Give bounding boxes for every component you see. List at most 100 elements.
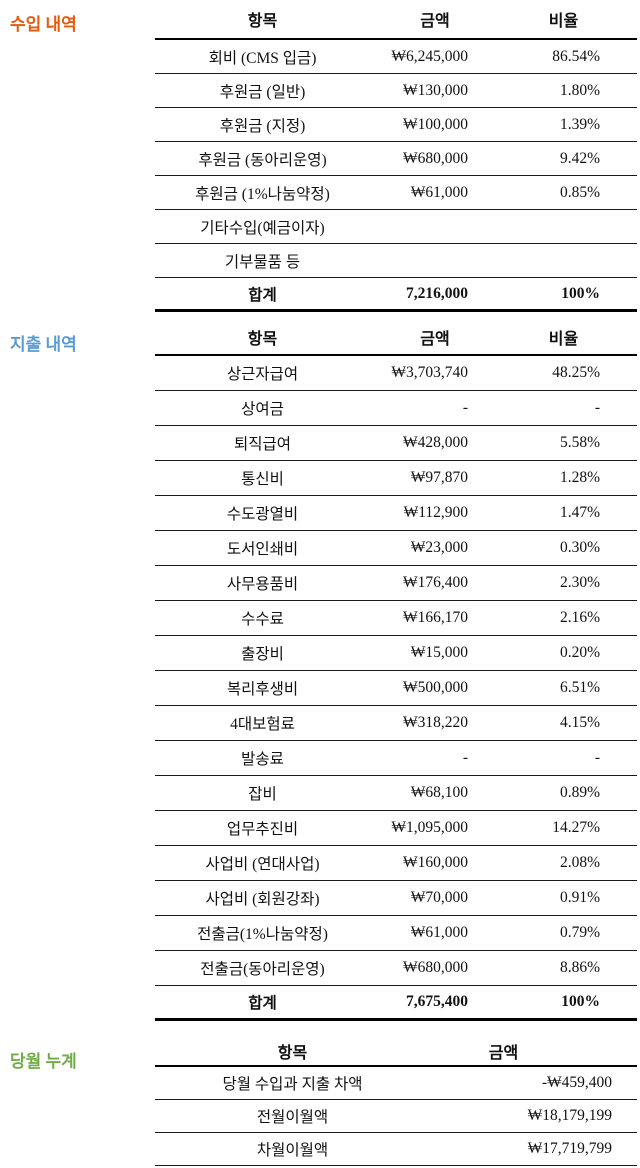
cell-ratio: 5.58% — [559, 434, 600, 451]
cell-item: 전출금(동아리운영) — [200, 961, 325, 978]
cell-amount: 7,675,400 — [406, 993, 468, 1010]
cell-item: 복리후생비 — [226, 681, 299, 698]
cell-ratio: 0.30% — [559, 539, 600, 556]
table-row: 4대보험료 ₩318,220 4.15% — [155, 706, 637, 741]
cell-ratio: 0.79% — [559, 924, 600, 941]
cell-item: 합계 — [248, 995, 277, 1012]
cell-ratio: 6.51% — [559, 679, 600, 696]
cell-item: 후원금 (1%나눔약정) — [195, 185, 330, 203]
cell-item: 기타수입(예금이자) — [200, 219, 325, 237]
table-row: 출장비 ₩15,000 0.20% — [155, 636, 637, 671]
cell-item: 퇴직급여 — [233, 436, 292, 453]
table-row: 사업비 (연대사업) ₩160,000 2.08% — [155, 846, 637, 881]
cell-item: 후원금 (지정) — [219, 117, 306, 135]
cell-amount: ₩18,179,199 — [527, 1107, 612, 1124]
table-row: 후원금 (1%나눔약정) ₩61,000 0.85% — [155, 176, 637, 210]
cell-item: 업무추진비 — [226, 821, 299, 838]
cell-amount: ₩61,000 — [410, 183, 468, 201]
table-row: 발송료 - - — [155, 741, 637, 776]
cell-item: 사업비 (회원강좌) — [205, 891, 320, 908]
cell-amount: ₩100,000 — [402, 115, 468, 133]
table-row: 상근자급여 ₩3,703,740 48.25% — [155, 356, 637, 391]
cell-amount: ₩17,719,799 — [527, 1140, 612, 1157]
column-header-amount: 금액 — [420, 331, 450, 348]
column-header-item: 항목 — [277, 1045, 308, 1062]
table-header-row: 항목 금액 비율 — [155, 0, 637, 40]
cell-ratio: 100% — [561, 284, 600, 302]
column-header-ratio: 비율 — [548, 13, 579, 30]
cell-item: 잡비 — [248, 786, 277, 803]
cell-ratio: 1.47% — [559, 504, 600, 521]
table-row: 기타수입(예금이자) — [155, 210, 637, 244]
cell-ratio: 8.86% — [559, 959, 600, 976]
cell-amount: -₩459,400 — [541, 1074, 612, 1091]
cell-amount: ₩3,703,740 — [391, 364, 468, 381]
cell-amount: ₩680,000 — [402, 959, 468, 976]
column-header-item: 항목 — [247, 13, 278, 30]
cell-item: 회비 (CMS 입금) — [208, 49, 317, 67]
cell-item: 후원금 (일반) — [219, 83, 306, 101]
cell-ratio: - — [594, 749, 600, 766]
cell-amount: 7,216,000 — [406, 284, 468, 302]
cell-item: 출장비 — [241, 646, 284, 663]
cell-amount: ₩680,000 — [402, 149, 468, 167]
cell-item: 전출금(1%나눔약정) — [197, 926, 328, 943]
table-row: 차월이월액 ₩17,719,799 — [155, 1133, 637, 1166]
table-header-row: 항목 금액 — [155, 1037, 637, 1067]
cell-item: 통신비 — [241, 471, 284, 488]
table-row: 복리후생비 ₩500,000 6.51% — [155, 671, 637, 706]
column-header-item: 항목 — [247, 331, 278, 348]
cell-item: 수도광열비 — [226, 506, 299, 523]
cell-amount: ₩15,000 — [410, 644, 468, 661]
section-label-summary: 당월 누계 — [10, 1052, 77, 1071]
cell-amount: ₩112,900 — [403, 504, 468, 521]
table-row: 통신비 ₩97,870 1.28% — [155, 461, 637, 496]
cell-item: 상근자급여 — [226, 366, 299, 383]
column-header-amount: 금액 — [420, 13, 450, 30]
cell-item: 합계 — [248, 286, 277, 304]
cell-amount: ₩1,095,000 — [391, 819, 468, 836]
cell-amount: ₩61,000 — [410, 924, 468, 941]
table-row: 당월 수입과 지출 차액 -₩459,400 — [155, 1067, 637, 1100]
cell-item: 사무용품비 — [226, 576, 299, 593]
table-row: 수수료 ₩166,170 2.16% — [155, 601, 637, 636]
cell-ratio: 14.27% — [552, 819, 600, 836]
table-row: 사무용품비 ₩176,400 2.30% — [155, 566, 637, 601]
section-table-income: 항목 금액 비율 회비 (CMS 입금) ₩6,245,000 86.54% 후원금 (일반… — [155, 0, 637, 312]
table-row: 전출금(1%나눔약정) ₩61,000 0.79% — [155, 916, 637, 951]
table-row: 전월이월액 ₩18,179,199 — [155, 1100, 637, 1133]
total-row: 합계 7,675,400 100% — [155, 986, 637, 1021]
cell-item: 후원금 (동아리운영) — [198, 151, 327, 169]
cell-ratio: 0.20% — [559, 644, 600, 661]
cell-item: 기부물품 등 — [224, 253, 301, 271]
cell-item: 사업비 (연대사업) — [205, 856, 320, 873]
column-header-amount: 금액 — [488, 1045, 519, 1062]
cell-ratio: 2.08% — [559, 854, 600, 871]
section-expense: 지출 내역 항목 금액 비율 상근자급여 ₩3,703,740 48.25% 상여금 - - 퇴직급… — [0, 320, 640, 1021]
cell-amount: - — [462, 399, 468, 416]
cell-amount: ₩160,000 — [402, 854, 468, 871]
table-row: 후원금 (일반) ₩130,000 1.80% — [155, 74, 637, 108]
section-label-income: 수입 내역 — [10, 15, 77, 34]
table-row: 사업비 (회원강좌) ₩70,000 0.91% — [155, 881, 637, 916]
cell-ratio: 2.30% — [559, 574, 600, 591]
table-row: 기부물품 등 — [155, 244, 637, 278]
cell-ratio: - — [594, 399, 600, 416]
cell-amount: ₩318,220 — [402, 714, 468, 731]
cell-ratio: 0.89% — [559, 784, 600, 801]
cell-ratio: 4.15% — [559, 714, 600, 731]
table-row: 잡비 ₩68,100 0.89% — [155, 776, 637, 811]
cell-ratio: 1.80% — [559, 81, 600, 99]
table-row: 회비 (CMS 입금) ₩6,245,000 86.54% — [155, 40, 637, 74]
cell-amount: ₩68,100 — [410, 784, 468, 801]
cell-amount: - — [462, 749, 468, 766]
cell-amount: ₩97,870 — [410, 469, 468, 486]
cell-ratio: 0.85% — [559, 183, 600, 201]
cell-amount: ₩176,400 — [402, 574, 468, 591]
cell-item: 도서인쇄비 — [226, 541, 299, 558]
cell-item: 전월이월액 — [256, 1109, 329, 1126]
table-row: 도서인쇄비 ₩23,000 0.30% — [155, 531, 637, 566]
column-header-ratio: 비율 — [548, 331, 579, 348]
section-table-expense: 항목 금액 비율 상근자급여 ₩3,703,740 48.25% 상여금 - - 퇴직급여 ₩428… — [155, 320, 637, 1021]
